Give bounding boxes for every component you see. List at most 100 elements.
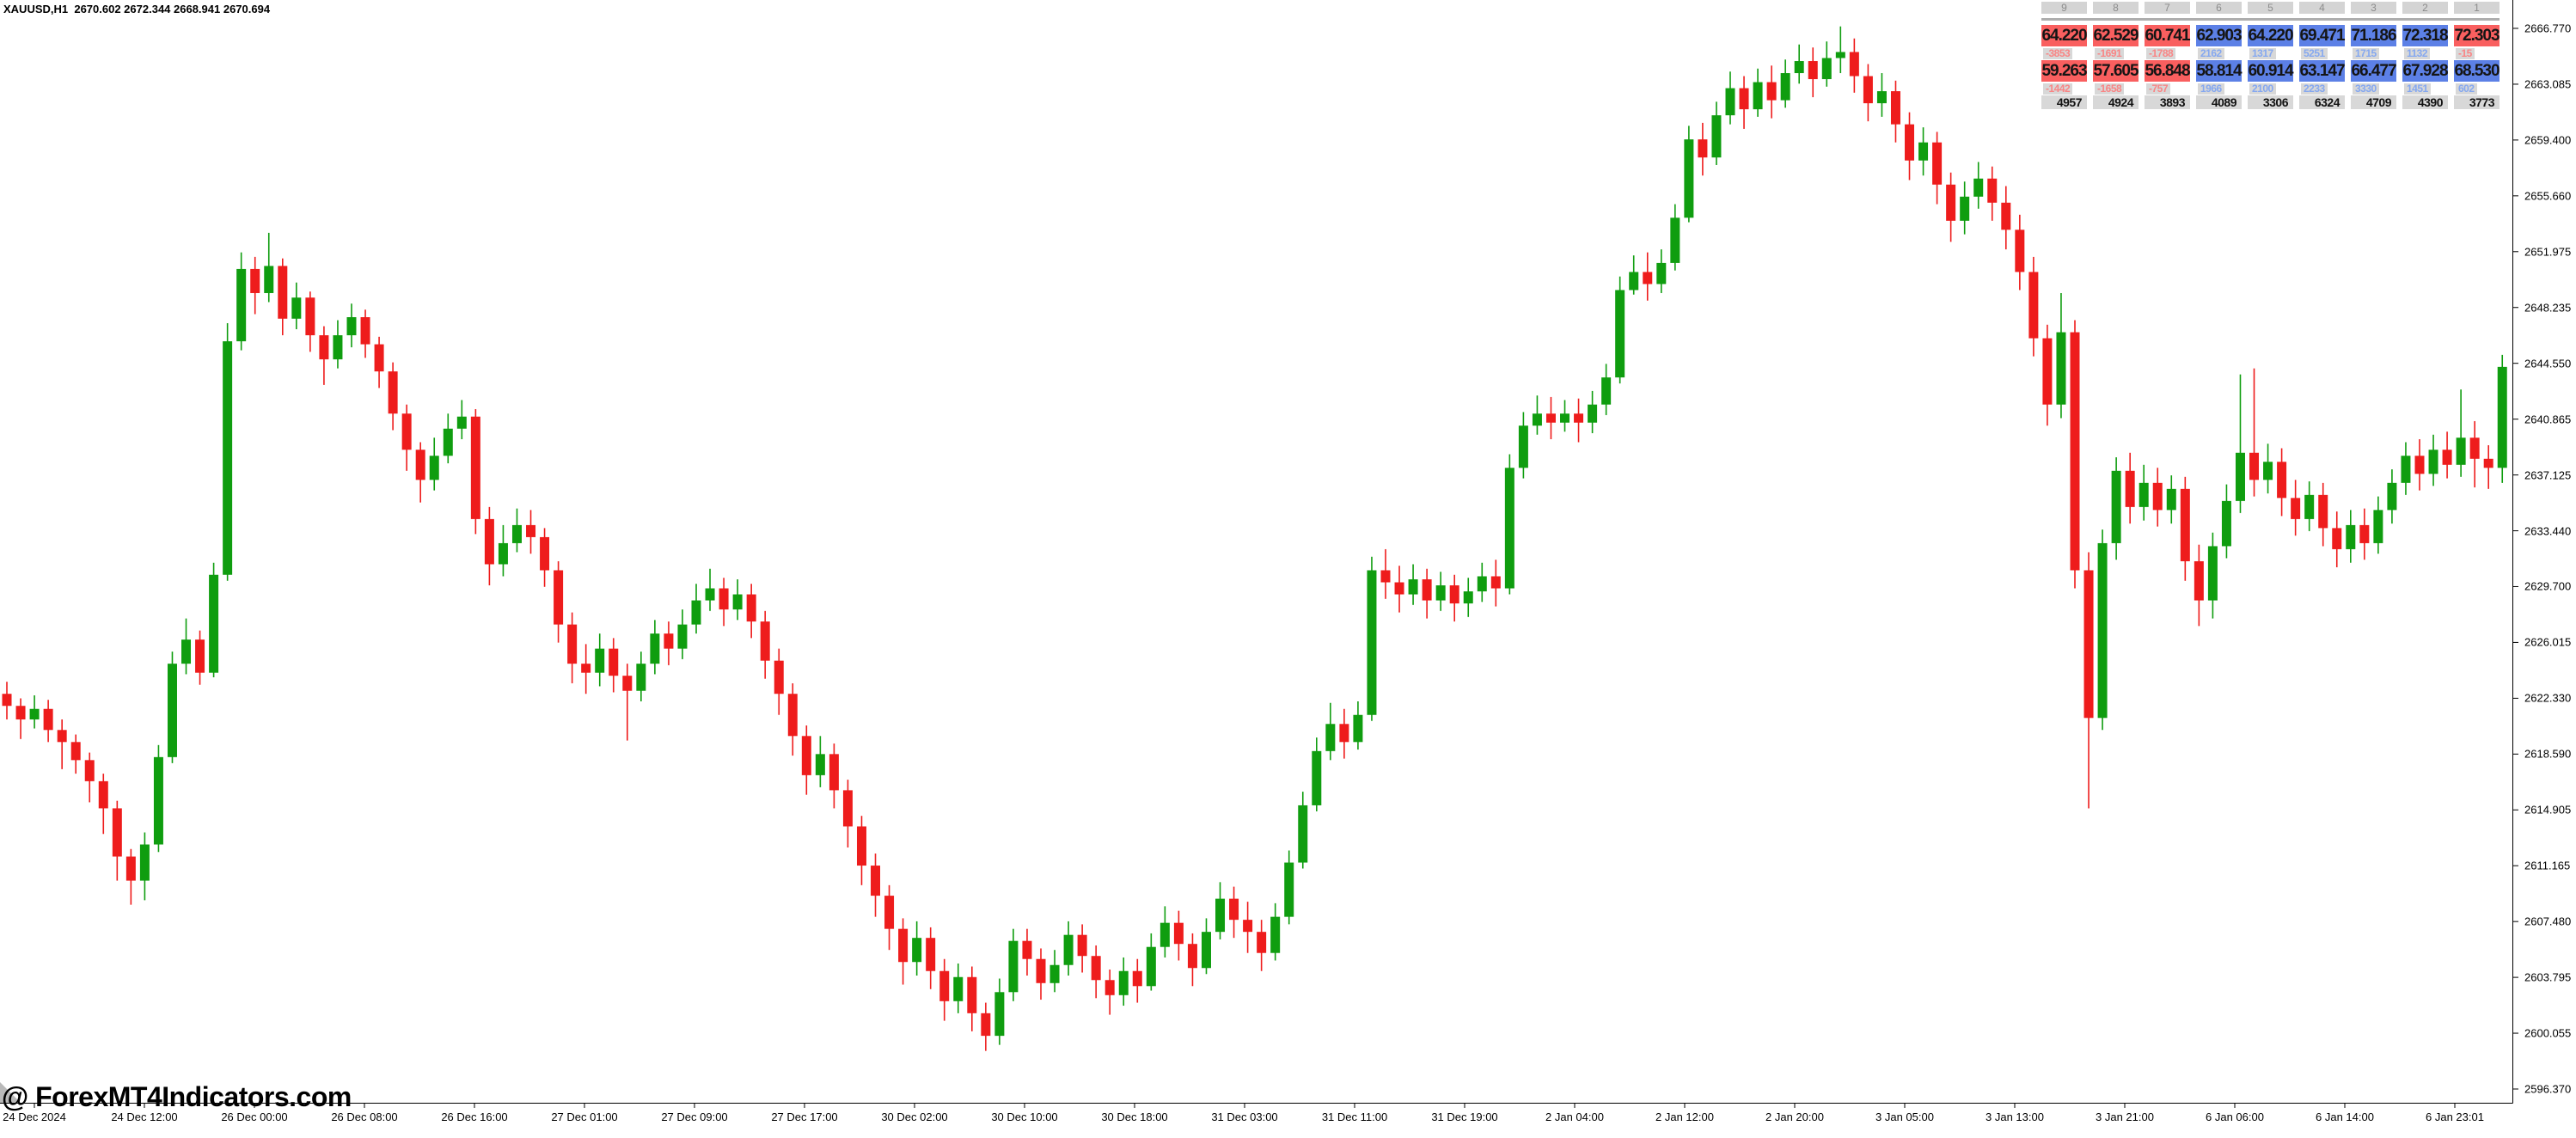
candle-body [1835,52,1845,58]
candle-body [2442,450,2452,465]
candle-body [1684,139,1694,218]
panel-cell-delta-row-1: 5251 [2301,48,2328,59]
price-label: 2637.125 [2524,468,2572,482]
time-label: 3 Jan 13:00 [1986,1110,2044,1123]
candle-body [1656,262,1667,284]
time-label: 3 Jan 21:00 [2096,1110,2154,1123]
candle-body [2359,524,2370,543]
candle-body [1504,468,1514,589]
panel-cell-value-row-1: 72.303 [2454,25,2500,46]
candle-body [1022,940,1032,959]
candle-body [1325,724,1336,751]
candle-body [1905,124,1915,161]
candle-body [2097,542,2108,719]
candle-body [1408,579,1418,595]
candle-body [1588,404,1598,423]
panel-cell-value-row-1: 71.186 [2351,25,2397,46]
candle-body [981,1013,991,1037]
candle-body [609,648,619,676]
candle-body [2207,546,2218,601]
candle-body [1463,591,1473,604]
panel-cell-volume-row: 6324 [2299,95,2345,109]
candle-body [1766,82,1777,101]
chart-title: XAUUSD,H1 2670.602 2672.344 2668.941 267… [3,3,271,15]
candle-body [1711,115,1722,158]
panel-cell-delta-row-2: 2233 [2301,83,2328,95]
candle-body [526,524,536,537]
panel-cell-volume-row: 4390 [2402,95,2448,109]
candle-body [939,970,950,1001]
candle-body [2401,456,2411,483]
time-label: 26 Dec 16:00 [441,1110,508,1123]
candle-body [719,588,729,610]
candle-body [1987,178,1998,203]
candle-body [181,639,192,664]
panel-cell-value-row-1: 62.529 [2093,25,2139,46]
candle-body [2070,332,2080,571]
panel-cell-value-row-2: 68.530 [2454,60,2500,82]
candle-body [2387,482,2397,511]
candle-body [842,790,853,827]
candle-body [388,371,398,414]
candle-body [1973,178,1984,197]
candle-body [884,896,895,929]
candle-body [2291,498,2301,519]
panel-cell-volume-row: 4957 [2041,95,2087,109]
panel-cell-volume-row: 4709 [2351,95,2396,109]
candle-body [1532,413,1542,426]
candle-body [2111,470,2121,543]
price-label: 2640.865 [2524,413,2572,426]
candle-body [484,518,494,565]
candle-body [595,648,605,673]
panel-cell-volume-row: 3773 [2454,95,2500,109]
panel-cell-delta-row-1: 1132 [2404,48,2431,59]
candle-body [264,266,274,293]
candle-body [333,335,343,360]
candle-body [98,780,108,809]
time-label: 6 Jan 14:00 [2316,1110,2374,1123]
candle-body [2332,528,2342,549]
time-label: 6 Jan 23:01 [2426,1110,2484,1123]
time-label: 30 Dec 18:00 [1101,1110,1168,1123]
candle-body [2263,462,2273,480]
candle-body [664,633,674,649]
candle-body [2083,570,2094,719]
candle-body [167,664,177,757]
candle-body [1876,91,1887,104]
panel-cell-delta-row-2: -1442 [2043,83,2073,95]
candle-body [1932,142,1943,185]
candle-body [1725,88,1735,116]
candle-body [70,742,81,761]
panel-cell-delta-row-2: -1658 [2095,83,2125,95]
panel-header-cell: 6 [2196,2,2242,14]
price-label: 2611.165 [2524,859,2571,872]
price-label: 2651.975 [2524,245,2572,259]
panel-cell-delta-row-1: -3853 [2043,48,2073,59]
candle-body [1146,946,1156,987]
candle-body [1008,940,1019,993]
candle-body [622,676,633,691]
candle-body [1187,944,1197,969]
candle-body [1339,724,1349,743]
price-label: 2603.795 [2524,970,2572,984]
candle-body [511,524,522,543]
candle-body [760,621,770,661]
candle-body [1104,980,1115,995]
price-label: 2607.480 [2524,915,2572,928]
candle-body [1794,61,1804,74]
candle-body [2497,366,2507,468]
price-label: 2663.085 [2524,77,2572,91]
candle-body [415,450,425,480]
candle-body [1670,217,1680,263]
panel-cell-delta-row-2: -757 [2146,83,2171,95]
candle-body [374,344,384,372]
time-label: 26 Dec 00:00 [221,1110,288,1123]
candle-body [1780,73,1790,101]
panel-header-cell: 8 [2093,2,2139,14]
candle-body [1946,184,1956,221]
candle-body [746,594,756,622]
candle-body [801,736,811,775]
candle-body [2166,488,2176,511]
candle-body [815,754,825,775]
